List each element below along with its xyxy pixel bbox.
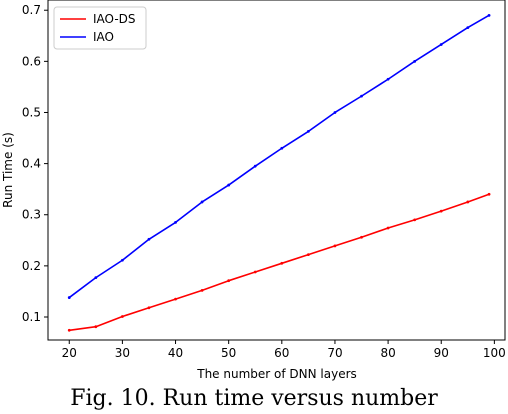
data-point-iao [487,13,491,17]
x-tick-label: 30 [115,346,130,360]
data-point-iao [413,59,417,63]
legend-box [53,6,147,50]
data-point-iao [306,129,310,133]
line-chart: 20 30 40 50 60 70 80 90 100 0.10.20.30.40.50.60.… [1,0,506,381]
data-point-iao-ds [94,325,98,329]
data-point-iao-ds [333,244,337,248]
x-tick-label: 60 [274,346,289,360]
x-tick-label: 40 [168,346,183,360]
y-tick-label: 0.3 [22,208,41,222]
data-point-iao [466,26,470,30]
plot-area [47,0,506,341]
x-tick-label: 70 [327,346,342,360]
y-tick-label: 0.2 [22,259,41,273]
series-layer [67,13,491,332]
x-tick-label: 50 [221,346,236,360]
x-tick-label: 90 [434,346,449,360]
data-point-iao [386,77,390,81]
x-tick-label: 20 [62,346,77,360]
data-point-iao [200,200,204,204]
data-point-iao-ds [360,235,363,239]
figure-caption: Fig. 10. Run time versus number [70,386,438,411]
y-tick-label: 0.7 [22,3,41,17]
data-point-iao-ds [174,297,177,301]
y-axis-label: Run Time (s) [1,132,15,208]
x-tick-label: 100 [483,346,506,360]
legend-label-iao: IAO [93,30,114,44]
y-axis: 0.1 0.2 0.3 0.4 0.5 0.6 0.7 [22,3,48,324]
data-point-iao-ds [386,226,390,230]
y-tick-label: 0.4 [22,157,41,171]
data-point-iao [253,164,257,168]
data-point-iao [174,221,177,224]
x-axis-label: The number of DNN layers [196,367,357,381]
data-point-iao [94,276,98,280]
data-point-iao [67,296,71,299]
data-point-iao [360,94,363,98]
y-tick-label: 0.1 [22,310,41,324]
data-point-iao [227,183,231,187]
data-point-iao-ds [253,270,257,274]
data-point-iao-ds [120,315,124,318]
y-tick-label: 0.6 [22,54,41,68]
data-point-iao-ds [147,306,151,310]
data-point-iao [439,43,443,46]
data-point-iao-ds [67,328,71,332]
data-point-iao [147,237,151,241]
data-point-iao [280,146,284,150]
y-tick-label: 0.5 [22,105,41,119]
data-point-iao-ds [487,192,491,196]
data-point-iao-ds [227,279,231,283]
x-axis: 20 30 40 50 60 70 80 90 100 [62,340,506,360]
data-point-iao-ds [466,200,470,204]
data-point-iao-ds [280,261,284,265]
x-tick-label: 80 [380,346,395,360]
data-point-iao-ds [306,253,310,257]
data-point-iao-ds [439,209,443,213]
data-point-iao [333,111,337,114]
data-point-iao-ds [200,289,204,292]
data-point-iao-ds [413,218,417,222]
legend-label-iao-ds: IAO-DS [93,12,136,26]
legend: IAO-DS IAO [53,6,147,50]
data-point-iao [120,258,124,262]
